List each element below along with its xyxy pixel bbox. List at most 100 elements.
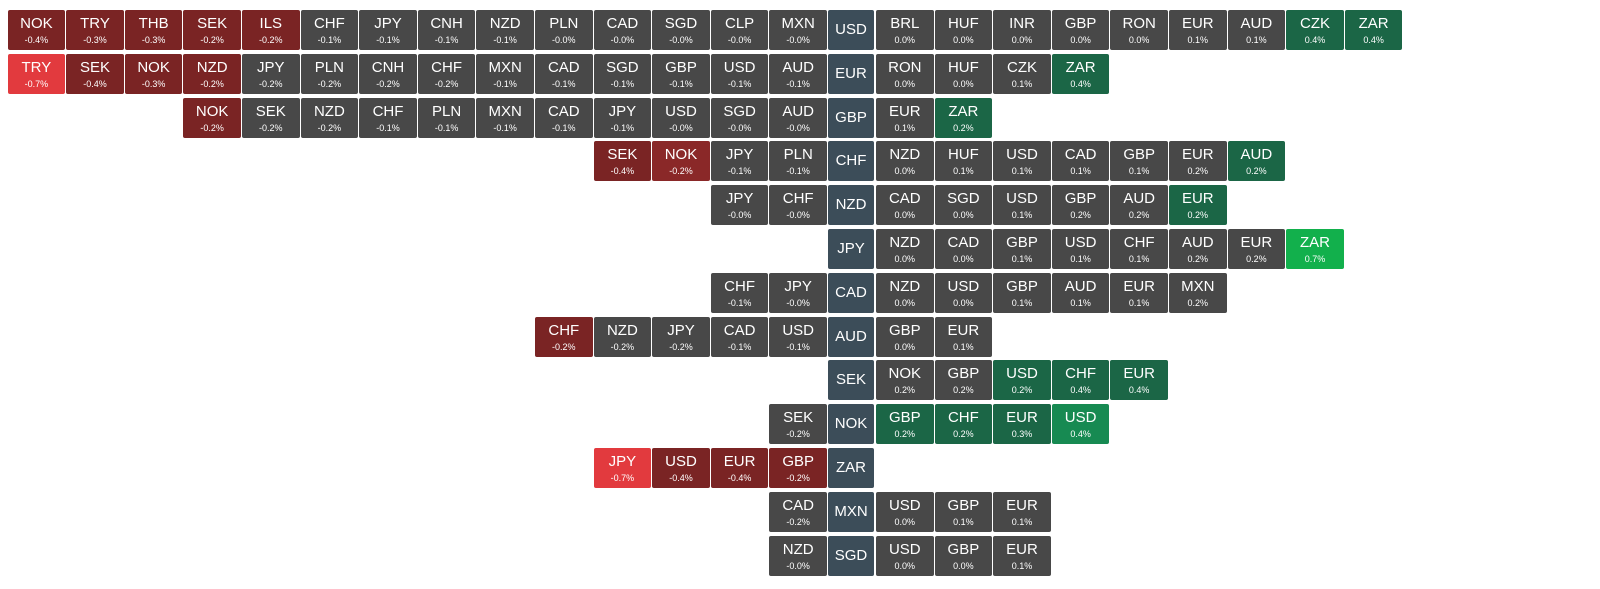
currency-change: -0.2% (200, 78, 224, 89)
currency-cell: CAD -0.2% (769, 491, 827, 532)
currency-change: 0.0% (894, 166, 916, 177)
currency-code: JPY (667, 321, 695, 339)
currency-change: -0.2% (317, 78, 342, 89)
currency-code: GBP (888, 321, 921, 339)
currency-code: JPY (374, 15, 402, 32)
currency-code: CHF (724, 277, 755, 295)
currency-cell: USD 0.1% (993, 185, 1051, 226)
currency-change: -0.4% (24, 35, 49, 45)
currency-change: -0.1% (552, 78, 576, 89)
currency-code: USD (665, 102, 697, 120)
currency-change: 0.4% (1128, 385, 1150, 396)
currency-change: -0.2% (786, 473, 810, 483)
currency-code: ZAR (948, 102, 979, 120)
currency-code: NZD (606, 321, 638, 339)
currency-code: JPY (725, 146, 754, 164)
currency-code: GBP (665, 58, 697, 76)
currency-cell: EUR 0.3% (993, 404, 1051, 445)
currency-code: NOK (195, 102, 229, 120)
currency-cell: SGD 0.0% (934, 185, 993, 226)
currency-cell: GBP 0.1% (993, 272, 1051, 313)
currency-cell: JPY -0.2% (242, 53, 300, 94)
currency-cell: USD 0.0% (876, 491, 934, 532)
currency-change: -0.1% (727, 341, 752, 352)
currency-cell: NOK -0.2% (183, 97, 241, 138)
currency-cell: EUR 0.2% (1169, 185, 1227, 226)
currency-change: -0.4% (83, 78, 107, 89)
base-currency: USD (828, 10, 874, 50)
currency-change: -0.2% (610, 341, 635, 352)
currency-change: -0.1% (376, 122, 400, 133)
currency-change: 0.4% (1070, 429, 1091, 440)
currency-code: NZD (196, 58, 228, 76)
currency-code: SEK (197, 15, 228, 32)
currency-code: NZD (489, 15, 521, 32)
currency-cell: GBP 0.0% (876, 316, 934, 357)
currency-code: GBP (947, 540, 980, 558)
currency-change: -0.2% (200, 35, 224, 45)
currency-change: -0.4% (610, 166, 635, 177)
currency-cell: NZD 0.0% (876, 141, 934, 182)
base-currency: GBP (828, 97, 874, 138)
currency-code: JPY (257, 58, 285, 76)
currency-code: EUR (1123, 365, 1156, 383)
currency-cell: CNH -0.1% (417, 10, 476, 50)
currency-change: 0.2% (1187, 254, 1209, 264)
currency-code: RON (1122, 15, 1156, 32)
currency-code: AUD (1064, 277, 1097, 295)
currency-code: CHF (782, 190, 814, 208)
currency-code: SEK (79, 58, 110, 76)
currency-change: 0.4% (1304, 35, 1326, 45)
currency-change: -0.4% (669, 473, 693, 483)
currency-code: ZAR (1299, 234, 1330, 251)
currency-change: -0.2% (259, 122, 283, 133)
currency-cell: SEK -0.4% (593, 141, 652, 182)
currency-code: SEK (607, 146, 638, 164)
currency-change: -0.2% (259, 78, 283, 89)
currency-code: CZK (1299, 15, 1330, 32)
currency-cell: CHF 0.4% (1051, 360, 1110, 401)
currency-code: CAD (1064, 146, 1097, 164)
currency-change: -0.1% (786, 341, 810, 352)
currency-code: EUR (1006, 496, 1038, 514)
currency-change: 0.2% (1011, 385, 1033, 396)
currency-change: -0.0% (786, 297, 810, 308)
currency-code: PLN (314, 58, 344, 76)
currency-cell: THB -0.3% (124, 10, 183, 50)
currency-code: MXN (488, 58, 522, 76)
currency-cell: PLN -0.0% (535, 10, 593, 50)
currency-code: MXN (781, 15, 815, 32)
currency-change: 0.0% (894, 210, 916, 221)
currency-cell: EUR 0.2% (1169, 141, 1227, 182)
currency-change: -0.1% (610, 78, 635, 89)
currency-code: AUD (1240, 146, 1273, 164)
currency-change: 0.0% (953, 254, 974, 264)
currency-code: USD (1064, 234, 1097, 251)
currency-cell: ZAR 0.4% (1051, 53, 1110, 94)
currency-code: JPY (784, 277, 812, 295)
currency-cell: HUF 0.0% (934, 10, 993, 50)
currency-code: EUR (888, 102, 921, 120)
currency-change: -0.1% (493, 35, 517, 45)
currency-change: -0.1% (434, 122, 459, 133)
currency-code: TRY (21, 58, 52, 76)
currency-code: AUD (1181, 234, 1214, 251)
currency-change: -0.4% (727, 473, 752, 483)
currency-change: -0.1% (727, 297, 752, 308)
currency-code: CAD (947, 234, 980, 251)
currency-change: -0.2% (434, 78, 459, 89)
currency-cell: CHF -0.1% (300, 10, 359, 50)
currency-cell: EUR 0.1% (934, 316, 993, 357)
currency-change: -0.1% (552, 122, 576, 133)
currency-cell: GBP 0.0% (1051, 10, 1110, 50)
currency-change: -0.1% (786, 166, 810, 177)
currency-change: 0.4% (1070, 385, 1091, 396)
currency-cell: CHF -0.2% (417, 53, 476, 94)
currency-code: CHF (548, 321, 580, 339)
currency-change: -0.0% (786, 560, 810, 571)
currency-cell: GBP 0.0% (934, 535, 993, 576)
currency-code: NZD (889, 277, 921, 295)
currency-change: 0.0% (894, 254, 916, 264)
currency-cell: NZD -0.1% (476, 10, 534, 50)
currency-change: 0.2% (1246, 254, 1267, 264)
